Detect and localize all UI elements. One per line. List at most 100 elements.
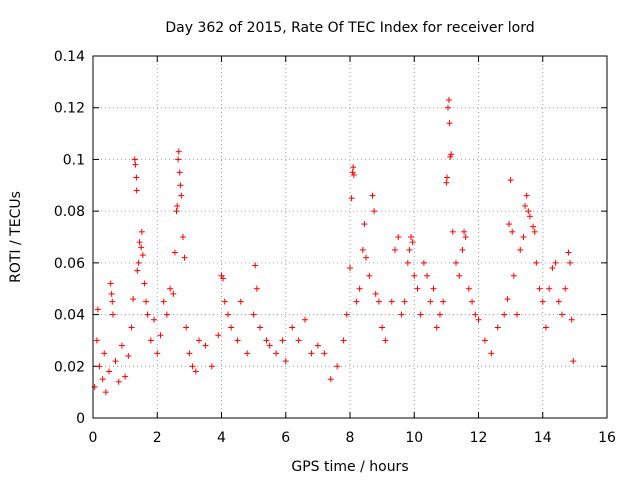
data-point: [181, 254, 188, 261]
data-point: [237, 298, 244, 305]
data-point: [517, 246, 524, 253]
data-point: [102, 389, 109, 396]
x-tick-label: 2: [153, 430, 162, 446]
x-tick-label: 10: [405, 430, 423, 446]
data-point: [136, 239, 143, 246]
data-point: [174, 202, 181, 209]
data-point: [96, 363, 103, 370]
data-point: [570, 358, 577, 365]
data-point: [138, 228, 145, 235]
data-point: [108, 290, 115, 297]
data-point: [404, 259, 411, 266]
data-point: [289, 324, 296, 331]
y-tick-label: 0.06: [54, 256, 85, 272]
data-point: [391, 246, 398, 253]
data-point: [555, 298, 562, 305]
data-point: [252, 262, 259, 269]
data-point: [388, 298, 395, 305]
data-point: [531, 228, 538, 235]
data-point: [141, 280, 148, 287]
data-point: [115, 378, 122, 385]
x-tick-label: 12: [470, 430, 488, 446]
data-point: [228, 324, 235, 331]
data-points: [91, 96, 577, 396]
data-point: [536, 285, 543, 292]
data-point: [420, 259, 427, 266]
data-point: [459, 246, 466, 253]
data-point: [186, 350, 193, 357]
data-point: [430, 285, 437, 292]
data-point: [154, 350, 161, 357]
data-point: [361, 221, 368, 228]
data-point: [224, 311, 231, 318]
data-point: [314, 342, 321, 349]
data-point: [449, 228, 456, 235]
data-point: [456, 272, 463, 279]
data-point: [359, 246, 366, 253]
data-point: [144, 311, 151, 318]
data-point: [446, 120, 453, 127]
data-point: [514, 311, 521, 318]
data-point: [411, 272, 418, 279]
data-point: [447, 153, 454, 160]
data-point: [465, 285, 472, 292]
y-axis-title: ROTI / TECUs: [8, 191, 24, 283]
data-point: [132, 161, 139, 168]
data-point: [444, 174, 451, 181]
data-point: [109, 298, 116, 305]
data-point: [382, 337, 389, 344]
data-point: [263, 337, 270, 344]
data-point: [167, 285, 174, 292]
data-point: [349, 169, 356, 176]
y-tick-label: 0.1: [63, 152, 85, 168]
data-point: [409, 239, 416, 246]
data-point: [533, 259, 540, 266]
data-point: [295, 337, 302, 344]
data-point: [279, 337, 286, 344]
data-point: [157, 332, 164, 339]
data-point: [350, 164, 357, 171]
data-point: [308, 350, 315, 357]
data-point: [353, 298, 360, 305]
data-point: [176, 169, 183, 176]
data-point: [440, 298, 447, 305]
data-point: [448, 151, 455, 158]
data-point: [523, 192, 530, 199]
data-point: [131, 156, 138, 163]
data-point: [417, 311, 424, 318]
data-point: [395, 234, 402, 240]
data-point: [406, 246, 413, 253]
data-point: [340, 337, 347, 344]
data-point: [522, 202, 529, 209]
data-point: [250, 311, 257, 318]
data-point: [302, 316, 309, 323]
data-point: [424, 272, 431, 279]
data-point: [445, 96, 452, 103]
x-tick-label: 14: [534, 430, 552, 446]
data-point: [562, 285, 569, 292]
data-point: [356, 285, 363, 292]
tick-labels: 0 2 4 6 8 10 12 14 16 0 0.02 0.04 0.06 0.08 0.1 0.12 0.1…: [54, 49, 616, 446]
data-point: [94, 306, 101, 313]
data-point: [163, 311, 170, 318]
data-point: [221, 298, 228, 305]
data-point: [183, 324, 190, 331]
data-point: [175, 156, 182, 163]
data-point: [189, 363, 196, 370]
data-point: [488, 350, 495, 357]
data-point: [443, 179, 450, 186]
data-point: [273, 350, 280, 357]
data-point: [559, 311, 566, 318]
data-point: [282, 358, 289, 365]
data-point: [178, 192, 185, 199]
data-point: [568, 316, 575, 323]
data-point: [461, 228, 468, 235]
data-point: [93, 337, 100, 344]
data-point: [433, 324, 440, 331]
data-point: [208, 363, 215, 370]
y-tick-label: 0.02: [54, 359, 85, 375]
data-point: [539, 298, 546, 305]
data-point: [506, 221, 513, 228]
